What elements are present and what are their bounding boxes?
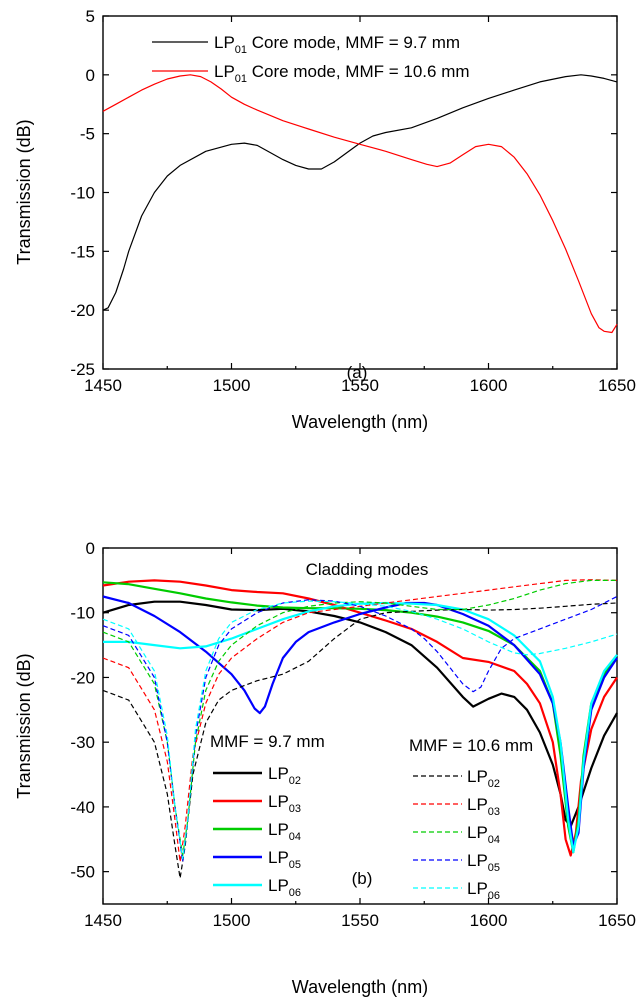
panel-b-legend-entry-solid: LP04: [268, 820, 301, 843]
panel-b-legend-title-9-7mm: MMF = 9.7 mm: [210, 732, 325, 751]
panel-a-y-tick-label: 0: [86, 66, 95, 85]
panel-b-x-tick-label: 1650: [598, 911, 636, 930]
panel-b-x-axis-label: Wavelength (nm): [292, 977, 428, 997]
panel-a-y-tick-label: -15: [70, 242, 95, 261]
panel-a-x-tick-label: 1450: [84, 376, 122, 395]
panel-a-x-tick-label: 1650: [598, 376, 636, 395]
panel-b-legend-title-10-6mm: MMF = 10.6 mm: [409, 736, 533, 755]
panel-b-series-line-lp02: [102, 600, 618, 828]
panel-a-y-axis-label: Transmission (dB): [14, 119, 34, 264]
panel-a-legend-entry: LP01 Core mode, MMF = 10.6 mm: [214, 62, 470, 85]
panel-b-x-tick-label: 1500: [213, 911, 251, 930]
panel-a-series-line-lp01: [102, 74, 618, 334]
panel-b-x-tick-label: 1550: [341, 911, 379, 930]
panel-b-legend-entry-dashed: LP06: [467, 879, 500, 902]
panel-b-y-tick-label: -50: [70, 863, 95, 882]
panel-b-series-line-lp05: [102, 595, 618, 847]
panel-b-legend-entry-solid: LP03: [268, 792, 301, 815]
panel-b-series-line-lp02-dashed: [102, 602, 618, 879]
panel-a-chart: 1450 1500 1550 1600 1650 5 0 -5 -10 -15 -20 -25 LP0…: [14, 7, 636, 432]
panel-b-label: (b): [352, 869, 373, 888]
panel-a-x-tick-label: 1500: [213, 376, 251, 395]
panel-b-legend-entry-dashed: LP04: [467, 823, 500, 846]
panel-b-y-tick-label: -30: [70, 733, 95, 752]
panel-b-y-axis-label: Transmission (dB): [14, 653, 34, 798]
panel-a-x-tick-label: 1550: [341, 376, 379, 395]
panel-b-y-tick-label: -10: [70, 604, 95, 623]
panel-a-x-axis-label: Wavelength (nm): [292, 412, 428, 432]
panel-b-chart: 1450 1500 1550 1600 1650 0 -10 -20 -30 -40 -50 MMF…: [14, 539, 636, 997]
panel-b-series-line-lp06-dashed: [102, 600, 618, 860]
panel-b-y-tick-label: -20: [70, 668, 95, 687]
panel-b-legend-entry-solid: LP06: [268, 876, 301, 899]
panel-a-y-tick-label: -20: [70, 301, 95, 320]
panel-a-y-tick-label: -10: [70, 184, 95, 203]
panel-b-legend-entry-dashed: LP02: [467, 767, 500, 790]
panel-a-x-tick-label: 1600: [470, 376, 508, 395]
panel-b-y-tick-label: -40: [70, 798, 95, 817]
panel-b-legend-entry-solid: LP02: [268, 764, 301, 787]
panel-b-x-tick-label: 1600: [470, 911, 508, 930]
panel-b-legend-entry-dashed: LP05: [467, 851, 500, 874]
panel-a-y-tick-label: 5: [86, 7, 95, 26]
panel-b-legend-entry-solid: LP05: [268, 848, 301, 871]
panel-b-series-line-lp05-dashed: [102, 595, 618, 863]
panel-b-legend-entry-dashed: LP03: [467, 795, 500, 818]
panel-b-x-tick-label: 1450: [84, 911, 122, 930]
panel-b-series-line-lp03-dashed: [102, 579, 618, 863]
panel-a-label: (a): [347, 363, 368, 382]
panel-b-series-line-lp06: [103, 601, 618, 854]
panel-a-series-line-lp01: [102, 74, 618, 311]
panel-a-legend-entry: LP01 Core mode, MMF = 9.7 mm: [214, 33, 460, 56]
panel-b-annotation: Cladding modes: [306, 560, 429, 579]
panel-a-y-tick-label: -25: [70, 360, 95, 379]
panel-a-y-tick-label: -5: [80, 125, 95, 144]
panel-b-y-tick-label: 0: [86, 539, 95, 558]
